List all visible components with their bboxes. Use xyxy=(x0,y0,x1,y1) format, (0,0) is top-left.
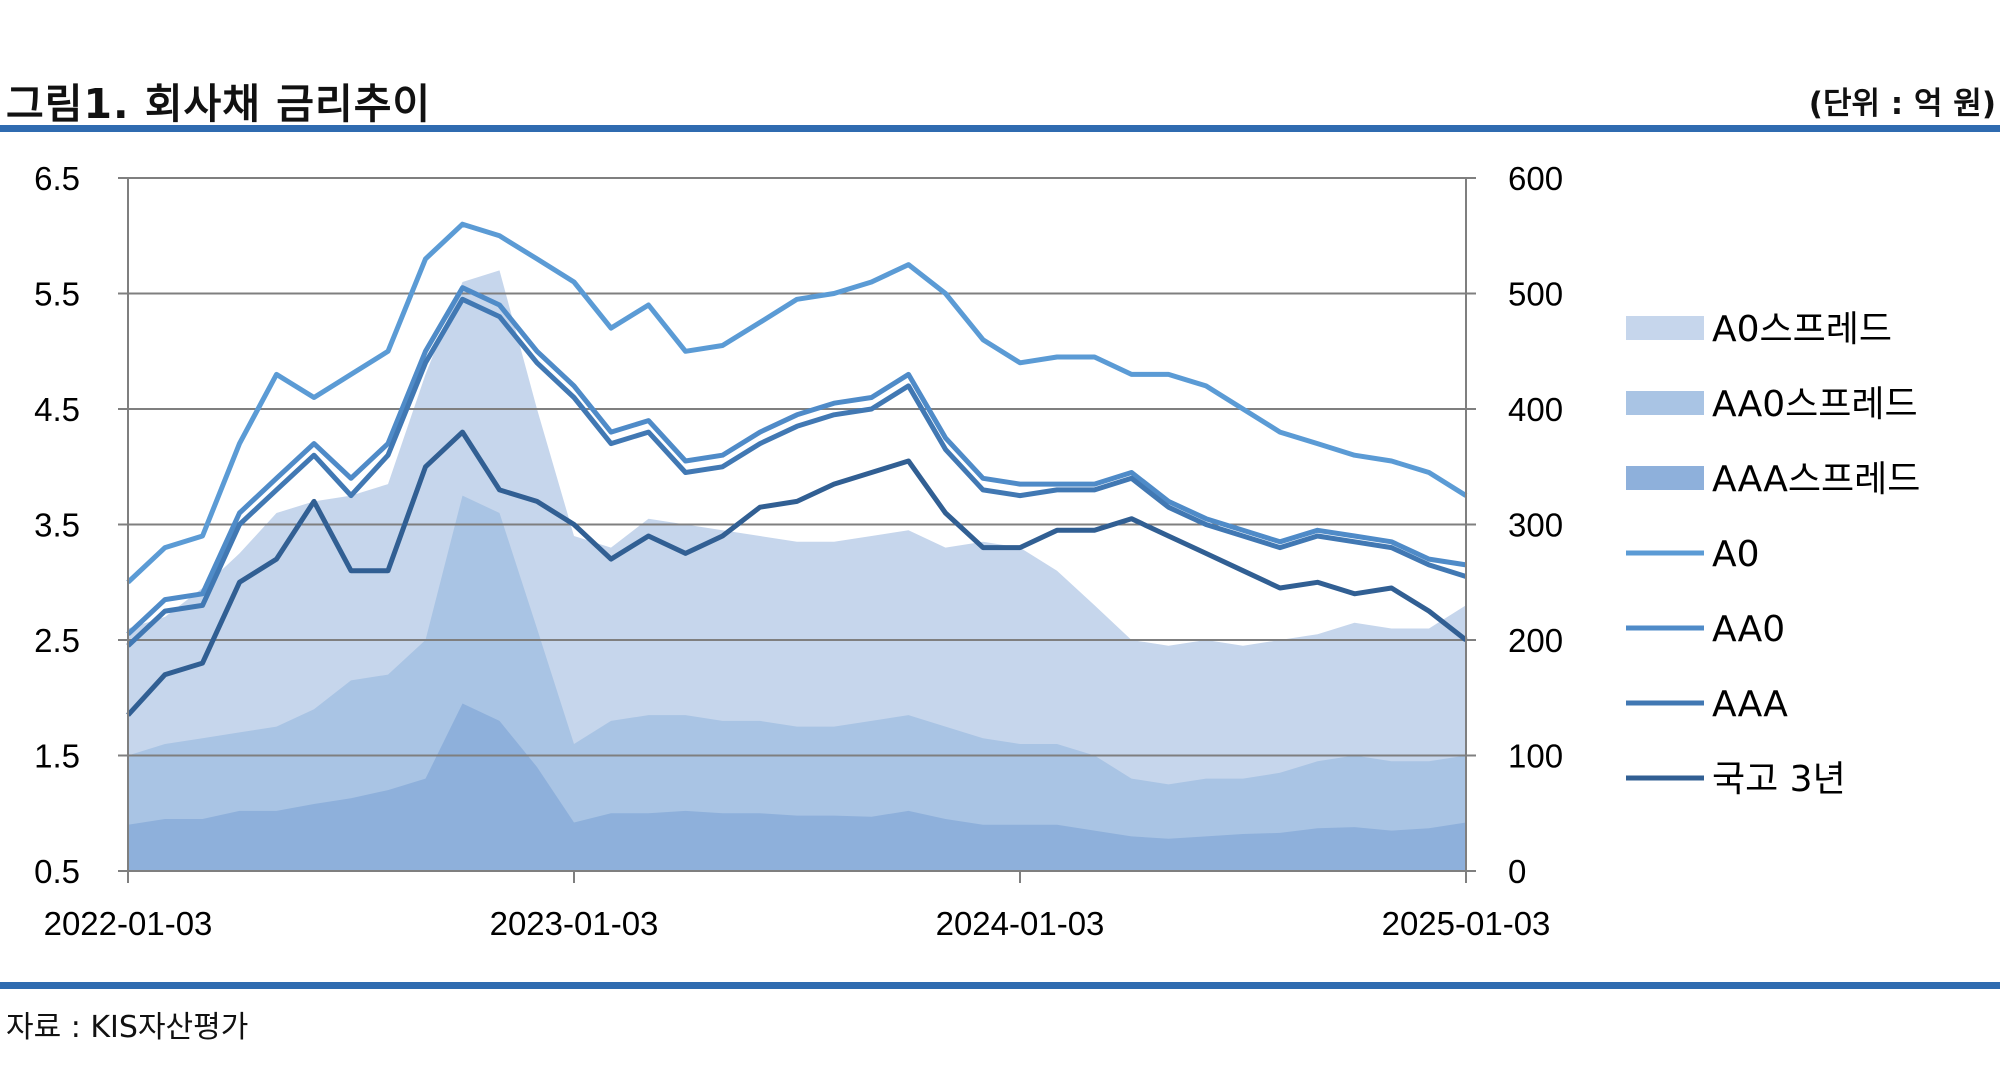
y-right-tick-label: 600 xyxy=(1508,160,1563,197)
rate-lines xyxy=(126,221,1468,717)
y-left-tick-label: 3.5 xyxy=(34,507,80,544)
unit-label: (단위 : 억 원) xyxy=(1808,86,1996,122)
a0-spread-legend-swatch xyxy=(1626,316,1704,340)
y-right-tick-label: 100 xyxy=(1508,738,1563,775)
y-right-tick-label: 0 xyxy=(1508,853,1526,890)
ktb-3y-line xyxy=(126,429,1468,717)
axes xyxy=(118,177,1476,883)
aaa-spread-legend-swatch xyxy=(1626,466,1704,490)
x-tick-label: 2025-01-03 xyxy=(1382,905,1551,942)
aa0-legend-label: AA0 xyxy=(1712,609,1785,650)
y-right-tick-label: 200 xyxy=(1508,622,1563,659)
aaa-line xyxy=(126,296,1467,648)
x-tick-label: 2022-01-03 xyxy=(44,905,213,942)
spread-areas xyxy=(128,270,1466,871)
aa0-line xyxy=(126,285,1467,637)
source-note: 자료 : KIS자산평가 xyxy=(6,1010,249,1045)
gridlines xyxy=(128,177,1466,757)
aaa-legend-label: AAA xyxy=(1712,684,1788,725)
x-tick-label: 2023-01-03 xyxy=(490,905,659,942)
ktb-3y-legend-label: 국고 3년 xyxy=(1712,759,1846,800)
y-left-tick-label: 6.5 xyxy=(34,160,80,197)
aa0-spread-legend-swatch xyxy=(1626,391,1704,415)
y-left-tick-label: 5.5 xyxy=(34,276,80,313)
x-tick-label: 2024-01-03 xyxy=(936,905,1105,942)
a0-spread-legend-label: A0스프레드 xyxy=(1712,309,1892,350)
y-right-tick-label: 400 xyxy=(1508,391,1563,428)
aaa-spread-area xyxy=(128,703,1466,871)
legend: A0스프레드 AA0스프레드 AAA스프레드 A0 AA0 AAA 국고 3년 xyxy=(1626,309,1920,800)
top-divider xyxy=(0,125,2000,132)
y-right-tick-label: 300 xyxy=(1508,507,1563,544)
y-left-tick-label: 2.5 xyxy=(34,622,80,659)
tick-labels: 6.5 600 5.5 500 4.5 400 3.5 300 2.5 200 1.5 100 0.5 0… xyxy=(34,160,1563,942)
figure-title: 그림1. 회사채 금리추이 xyxy=(6,80,432,128)
bottom-divider xyxy=(0,982,2000,989)
y-left-tick-label: 4.5 xyxy=(34,391,80,428)
y-left-tick-label: 1.5 xyxy=(34,738,80,775)
a0-line xyxy=(126,221,1468,585)
aaa-spread-legend-label: AAA스프레드 xyxy=(1712,459,1920,500)
aa0-spread-legend-label: AA0스프레드 xyxy=(1712,384,1918,425)
y-right-tick-label: 500 xyxy=(1508,276,1563,313)
y-left-tick-label: 0.5 xyxy=(34,853,80,890)
a0-legend-label: A0 xyxy=(1712,534,1760,575)
